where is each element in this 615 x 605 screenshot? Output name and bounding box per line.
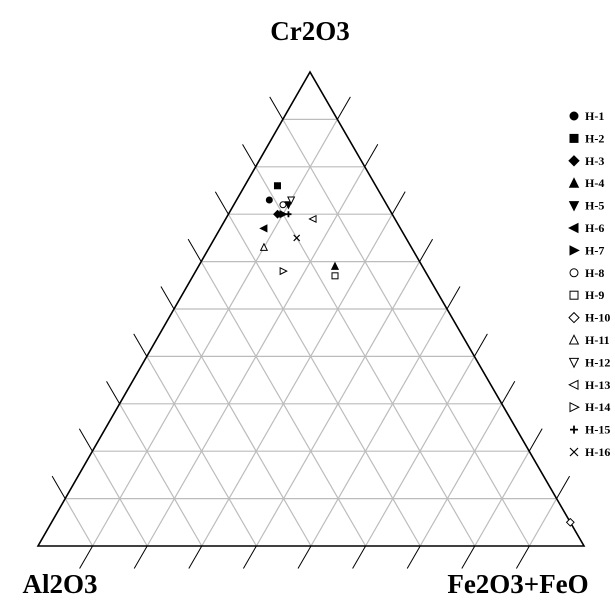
tick-mark bbox=[79, 545, 94, 569]
point-h-2 bbox=[273, 182, 281, 190]
tick-mark bbox=[187, 238, 202, 262]
legend-label: H-8 bbox=[585, 266, 604, 280]
tick-mark bbox=[106, 381, 121, 405]
tick-mark bbox=[133, 333, 148, 357]
legend-marker-h-6 bbox=[568, 222, 579, 234]
legend-marker-h-3 bbox=[568, 155, 580, 167]
legend-label: H-3 bbox=[585, 154, 604, 168]
point-h-6 bbox=[259, 224, 268, 233]
legend-label: H-16 bbox=[585, 445, 610, 459]
legend-marker-h-7 bbox=[569, 245, 580, 256]
legend-label: H-5 bbox=[585, 199, 604, 213]
point-h-4 bbox=[330, 261, 340, 270]
legend-label: H-14 bbox=[585, 400, 610, 414]
legend-label: H-1 bbox=[585, 109, 604, 123]
legend-marker-h-13 bbox=[568, 379, 579, 391]
legend-marker-h-10 bbox=[568, 311, 580, 324]
tick-mark bbox=[352, 545, 367, 569]
tick-mark bbox=[242, 144, 257, 168]
legend-label: H-12 bbox=[585, 355, 610, 369]
point-h-14 bbox=[279, 266, 288, 276]
tick-mark bbox=[528, 428, 543, 452]
tick-mark bbox=[51, 475, 66, 499]
point-h-13 bbox=[308, 214, 317, 224]
grid-line bbox=[92, 119, 338, 547]
tick-mark bbox=[515, 545, 530, 569]
legend-marker-h-14 bbox=[569, 401, 580, 413]
grid-line bbox=[64, 498, 94, 547]
point-h-7 bbox=[279, 210, 288, 219]
grid-line bbox=[201, 213, 393, 547]
tick-mark bbox=[336, 96, 351, 120]
point-h-16 bbox=[293, 234, 301, 242]
legend-marker-h-15 bbox=[570, 425, 578, 434]
grid-line bbox=[419, 403, 503, 547]
legend-marker-h-5 bbox=[568, 201, 580, 212]
point-h-10 bbox=[565, 517, 575, 527]
legend-marker-h-16 bbox=[569, 447, 579, 457]
legend: H-1 H-2 H-3 H-4 H-5 H-6 H-7 H-8 H-9 H-10 H-11 H-12 H… bbox=[568, 109, 610, 459]
legend-label: H-2 bbox=[585, 131, 604, 145]
tick-mark bbox=[188, 545, 203, 569]
grid-line bbox=[282, 119, 530, 547]
vertex-label-top: Cr2O3 bbox=[270, 16, 349, 46]
grid-line bbox=[227, 213, 421, 547]
point-h-9 bbox=[331, 272, 339, 280]
point-h-1 bbox=[265, 196, 273, 204]
tick-mark bbox=[364, 144, 379, 168]
legend-marker-h-4 bbox=[568, 177, 580, 188]
grid-line bbox=[310, 308, 448, 547]
tick-mark bbox=[269, 96, 284, 120]
legend-label: H-13 bbox=[585, 378, 610, 392]
point-h-15 bbox=[285, 211, 292, 218]
legend-marker-h-8 bbox=[569, 268, 579, 278]
legend-marker-h-11 bbox=[568, 334, 580, 345]
tick-mark bbox=[556, 475, 571, 499]
legend-marker-h-1 bbox=[569, 111, 579, 121]
ternary-grid bbox=[64, 118, 558, 547]
tick-mark bbox=[242, 545, 257, 569]
tick-mark bbox=[419, 238, 434, 262]
grid-line bbox=[146, 356, 257, 547]
tick-mark bbox=[391, 191, 406, 215]
grid-line bbox=[528, 498, 558, 547]
data-points bbox=[259, 182, 575, 527]
tick-mark bbox=[461, 545, 476, 569]
tick-mark bbox=[501, 381, 516, 405]
tick-mark bbox=[133, 545, 148, 569]
legend-label: H-9 bbox=[585, 288, 604, 302]
legend-marker-h-9 bbox=[569, 290, 579, 300]
grid-line bbox=[119, 403, 203, 547]
legend-label: H-7 bbox=[585, 243, 604, 257]
tick-mark bbox=[78, 428, 93, 452]
legend-label: H-4 bbox=[585, 176, 604, 190]
grid-line bbox=[91, 450, 148, 547]
tick-mark bbox=[446, 286, 461, 310]
grid-line bbox=[365, 356, 475, 547]
legend-marker-h-12 bbox=[568, 357, 580, 369]
tick-marks bbox=[51, 96, 571, 569]
point-h-5 bbox=[284, 201, 293, 210]
legend-label: H-11 bbox=[585, 333, 610, 347]
legend-marker-h-2 bbox=[569, 133, 579, 143]
tick-mark bbox=[160, 286, 175, 310]
grid-line bbox=[173, 308, 312, 547]
point-h-8 bbox=[279, 201, 287, 209]
point-h-12 bbox=[287, 196, 296, 205]
tick-mark bbox=[406, 545, 421, 569]
point-h-11 bbox=[259, 242, 269, 251]
vertex-label-right: Fe2O3+FeO bbox=[447, 569, 588, 599]
tick-mark bbox=[473, 333, 488, 357]
legend-label: H-10 bbox=[585, 311, 610, 325]
vertex-label-left: Al2O3 bbox=[22, 569, 97, 599]
legend-label: H-6 bbox=[585, 221, 604, 235]
grid-line bbox=[474, 450, 530, 547]
tick-mark bbox=[297, 545, 312, 569]
tick-mark bbox=[214, 191, 229, 215]
legend-label: H-15 bbox=[585, 423, 610, 437]
